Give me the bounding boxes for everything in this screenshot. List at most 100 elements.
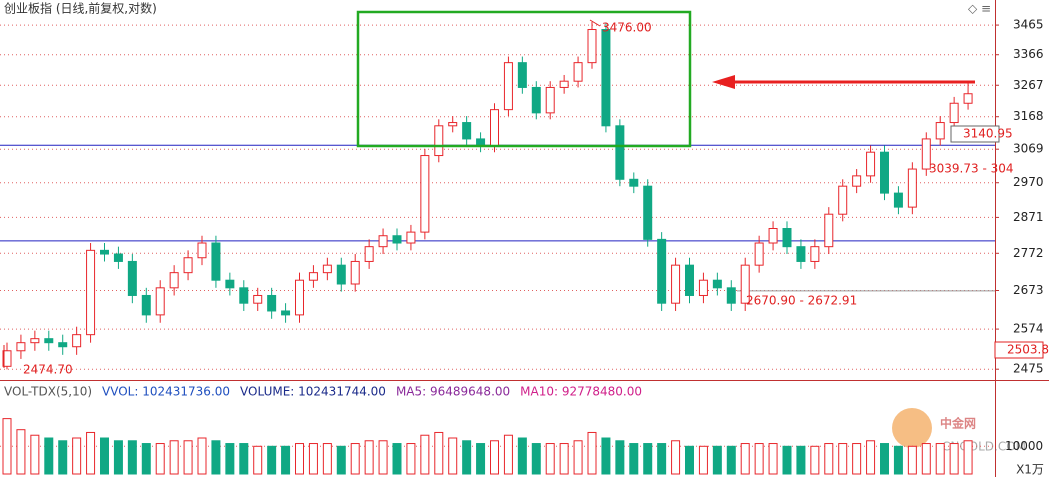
volume-bar	[448, 437, 458, 475]
volume-bar	[685, 445, 694, 475]
annotation-box	[950, 125, 1000, 143]
candle-body	[476, 138, 486, 147]
volume-bar	[810, 445, 820, 475]
y-tick-label: 10000	[1005, 439, 1043, 453]
volume-bar	[893, 445, 903, 475]
volume-bar	[838, 443, 848, 475]
candle-body	[295, 279, 304, 316]
volume-bar	[211, 440, 221, 475]
arrow-head	[712, 75, 735, 89]
candle-body	[838, 185, 848, 215]
volume-bar	[754, 443, 764, 475]
volume-bar	[253, 445, 263, 475]
candle-body	[169, 272, 179, 289]
volume-bar	[573, 440, 583, 475]
volume-bar	[2, 418, 12, 475]
candle-body	[629, 178, 639, 187]
candle-body	[824, 213, 834, 248]
y-tick-label: 2970	[1013, 175, 1044, 189]
volume-bar	[113, 440, 123, 475]
volume-bar	[364, 440, 374, 475]
volume-bar	[963, 440, 973, 475]
candle-body	[963, 93, 973, 104]
candle-body	[281, 310, 291, 316]
volume-bar	[308, 443, 318, 475]
volume-bar	[949, 443, 959, 475]
candle-body	[100, 249, 109, 255]
highlight-box	[356, 10, 692, 148]
volume-bar	[517, 437, 527, 475]
candle-body	[253, 294, 263, 304]
volume-bar	[531, 443, 541, 475]
volume-bar	[907, 445, 917, 475]
volume-bar	[378, 440, 388, 475]
volume-bar	[86, 431, 96, 475]
volume-bar	[545, 443, 555, 475]
y-tick-label: 3465	[1013, 18, 1044, 32]
candle-body	[573, 62, 583, 82]
volume-bar	[921, 443, 931, 475]
volume-header: VOL-TDX(5,10)	[4, 385, 92, 399]
volume-bar	[30, 434, 40, 475]
candle-body	[852, 175, 862, 187]
candle-body	[643, 185, 653, 240]
volume-header: VVOL: 102431736.00	[102, 385, 230, 399]
volume-bar	[141, 443, 151, 475]
volume-bar	[726, 445, 736, 475]
candle-body	[601, 29, 611, 127]
volume-bar	[503, 434, 513, 475]
volume-bar	[58, 440, 68, 475]
volume-bar	[127, 440, 137, 475]
volume-bar	[490, 440, 499, 475]
volume-bar	[866, 440, 876, 475]
candle-body	[907, 168, 917, 208]
candle-body	[587, 29, 597, 64]
annotation-box	[994, 341, 1044, 359]
volume-bar	[44, 437, 54, 475]
candle-body	[462, 122, 472, 140]
volume-bar	[462, 440, 472, 475]
candle-body	[921, 138, 931, 170]
y-tick-label: 2871	[1013, 210, 1044, 224]
candle-body	[197, 242, 207, 259]
candle-body	[559, 80, 569, 88]
y-tick-label: 2772	[1013, 246, 1044, 260]
candle-body	[517, 62, 527, 88]
volume-bar	[392, 443, 402, 475]
y-tick-label: 3366	[1013, 47, 1044, 61]
candle-body	[364, 246, 374, 262]
candle-body	[754, 242, 764, 266]
volume-bar	[183, 440, 193, 475]
candle-body	[935, 122, 945, 140]
volume-bar	[671, 440, 681, 475]
candle-body	[503, 62, 513, 111]
y-tick-label: 2475	[1013, 362, 1044, 376]
candle-body	[72, 334, 82, 348]
candle-body	[712, 279, 722, 289]
volume-header: VOLUME: 102431744.00	[240, 385, 386, 399]
icon[interactable]: ◇ ≡	[968, 2, 991, 16]
volume-bar	[852, 443, 862, 475]
candle-body	[810, 246, 820, 262]
volume-bar	[796, 445, 806, 475]
candle-body	[545, 86, 555, 114]
candle-body	[420, 155, 430, 233]
volume-bar	[559, 443, 569, 475]
candle-body	[211, 242, 221, 281]
candle-body	[58, 342, 68, 348]
candle-body	[86, 249, 96, 336]
volume-bar	[629, 443, 639, 475]
candle-body	[155, 287, 165, 316]
candle-body	[893, 192, 903, 208]
candle-body	[392, 235, 402, 244]
candle-body	[16, 342, 26, 352]
volume-bar	[406, 443, 416, 475]
volume-bar	[169, 440, 179, 475]
candle-body	[448, 122, 458, 127]
volume-bar	[225, 443, 235, 475]
candle-body	[698, 279, 708, 296]
y-tick-label: 2673	[1013, 283, 1044, 297]
candle-body	[127, 260, 137, 296]
watermark-logo	[892, 408, 932, 448]
